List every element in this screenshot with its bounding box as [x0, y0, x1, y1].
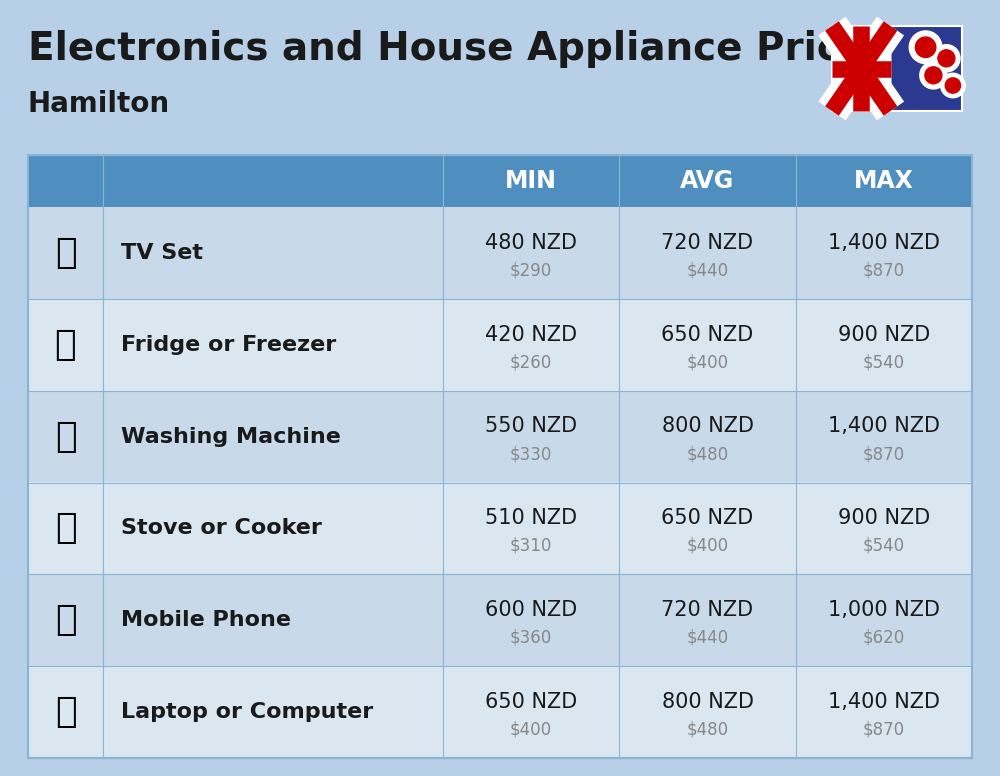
- Text: $440: $440: [686, 262, 729, 279]
- Text: 💻: 💻: [55, 695, 76, 729]
- Text: 550 NZD: 550 NZD: [485, 417, 577, 436]
- Text: $400: $400: [510, 721, 552, 739]
- Text: 900 NZD: 900 NZD: [838, 324, 930, 345]
- Text: 🔥: 🔥: [55, 511, 76, 546]
- Text: 1,400 NZD: 1,400 NZD: [828, 692, 940, 712]
- Text: 1,000 NZD: 1,000 NZD: [828, 600, 940, 620]
- Text: $870: $870: [863, 262, 905, 279]
- Text: $260: $260: [510, 353, 552, 371]
- Text: $310: $310: [510, 537, 552, 555]
- Text: $870: $870: [863, 445, 905, 463]
- Circle shape: [945, 78, 961, 93]
- Circle shape: [933, 45, 960, 72]
- Text: 720 NZD: 720 NZD: [661, 233, 754, 253]
- Bar: [832, 26, 962, 111]
- Text: $480: $480: [686, 445, 729, 463]
- Text: Mobile Phone: Mobile Phone: [121, 610, 291, 630]
- Bar: [28, 666, 972, 758]
- Text: 800 NZD: 800 NZD: [662, 692, 754, 712]
- Text: 510 NZD: 510 NZD: [485, 508, 577, 528]
- Circle shape: [909, 31, 942, 64]
- Text: 420 NZD: 420 NZD: [485, 324, 577, 345]
- Bar: [28, 155, 972, 207]
- Text: 900 NZD: 900 NZD: [838, 508, 930, 528]
- Text: 480 NZD: 480 NZD: [485, 233, 577, 253]
- Text: $480: $480: [686, 721, 729, 739]
- Bar: [832, 26, 962, 111]
- Circle shape: [915, 37, 936, 57]
- Text: 720 NZD: 720 NZD: [661, 600, 754, 620]
- Text: $400: $400: [686, 537, 729, 555]
- Text: 📺: 📺: [55, 236, 76, 270]
- Text: 🛍️: 🛍️: [55, 327, 76, 362]
- Text: 👟: 👟: [55, 420, 76, 454]
- Text: Washing Machine: Washing Machine: [121, 427, 341, 446]
- Bar: [28, 299, 972, 390]
- Text: MIN: MIN: [505, 169, 557, 193]
- Circle shape: [920, 62, 947, 89]
- Text: $330: $330: [510, 445, 552, 463]
- Text: 650 NZD: 650 NZD: [661, 324, 754, 345]
- Bar: [28, 390, 972, 483]
- Text: 650 NZD: 650 NZD: [485, 692, 577, 712]
- Text: $540: $540: [863, 353, 905, 371]
- Text: MAX: MAX: [854, 169, 914, 193]
- Text: $540: $540: [863, 537, 905, 555]
- Text: Electronics and House Appliance Prices: Electronics and House Appliance Prices: [28, 30, 889, 68]
- Text: 650 NZD: 650 NZD: [661, 508, 754, 528]
- Text: $290: $290: [510, 262, 552, 279]
- Text: $620: $620: [863, 629, 905, 646]
- Text: 600 NZD: 600 NZD: [485, 600, 577, 620]
- Text: 1,400 NZD: 1,400 NZD: [828, 233, 940, 253]
- Text: Laptop or Computer: Laptop or Computer: [121, 702, 373, 722]
- Text: Stove or Cooker: Stove or Cooker: [121, 518, 322, 539]
- Bar: [28, 155, 972, 758]
- Text: Fridge or Freezer: Fridge or Freezer: [121, 334, 336, 355]
- Text: $870: $870: [863, 721, 905, 739]
- Text: 1,400 NZD: 1,400 NZD: [828, 417, 940, 436]
- Bar: [28, 574, 972, 666]
- Text: $400: $400: [686, 353, 729, 371]
- Bar: [28, 483, 972, 574]
- Text: 800 NZD: 800 NZD: [662, 417, 754, 436]
- Text: TV Set: TV Set: [121, 243, 203, 263]
- Text: AVG: AVG: [680, 169, 735, 193]
- Circle shape: [938, 50, 955, 67]
- Circle shape: [941, 73, 965, 98]
- Text: $440: $440: [686, 629, 729, 646]
- Bar: [28, 207, 972, 299]
- Text: Hamilton: Hamilton: [28, 90, 170, 118]
- Text: $360: $360: [510, 629, 552, 646]
- Circle shape: [925, 67, 942, 84]
- Text: 📱: 📱: [55, 603, 76, 637]
